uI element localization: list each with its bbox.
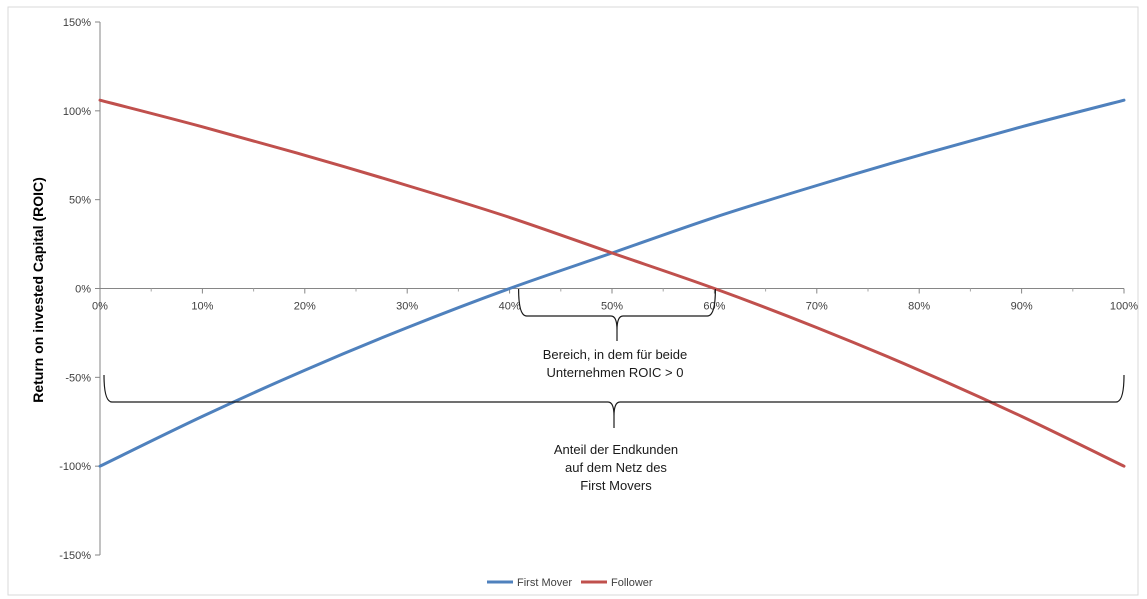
x-tick-label: 30% [396, 301, 418, 313]
x-tick-label: 70% [806, 301, 828, 313]
inner-brace-label: Unternehmen ROIC > 0 [547, 365, 684, 380]
y-tick-label: 0% [75, 284, 91, 296]
chart-border [7, 6, 1139, 596]
y-axis-title: Return on invested Capital (ROIC) [30, 177, 46, 403]
outer-brace-label: auf dem Netz des [565, 460, 667, 475]
x-tick-label: 10% [191, 301, 213, 313]
legend-label-follower: Follower [611, 577, 653, 589]
legend-label-first-mover: First Mover [517, 577, 572, 589]
x-tick-label: 40% [499, 301, 521, 313]
y-tick-label: -50% [65, 372, 91, 384]
series-line-follower [98, 98, 1126, 468]
y-tick-label: -100% [59, 461, 91, 473]
inner-brace-label: Bereich, in dem für beide [543, 347, 688, 362]
y-tick-label: 50% [69, 195, 91, 207]
y-tick-label: 100% [63, 106, 91, 118]
x-tick-label: 80% [908, 301, 930, 313]
y-tick-label: 150% [63, 17, 91, 29]
x-tick-label: 100% [1110, 301, 1138, 313]
x-tick-label: 90% [1011, 301, 1033, 313]
y-tick-label: -150% [59, 550, 91, 562]
outer-brace-label: Anteil der Endkunden [554, 442, 678, 457]
x-tick-label: 20% [294, 301, 316, 313]
x-tick-label: 0% [92, 301, 108, 313]
outer-brace-label: First Movers [580, 478, 652, 493]
x-tick-label: 50% [601, 301, 623, 313]
